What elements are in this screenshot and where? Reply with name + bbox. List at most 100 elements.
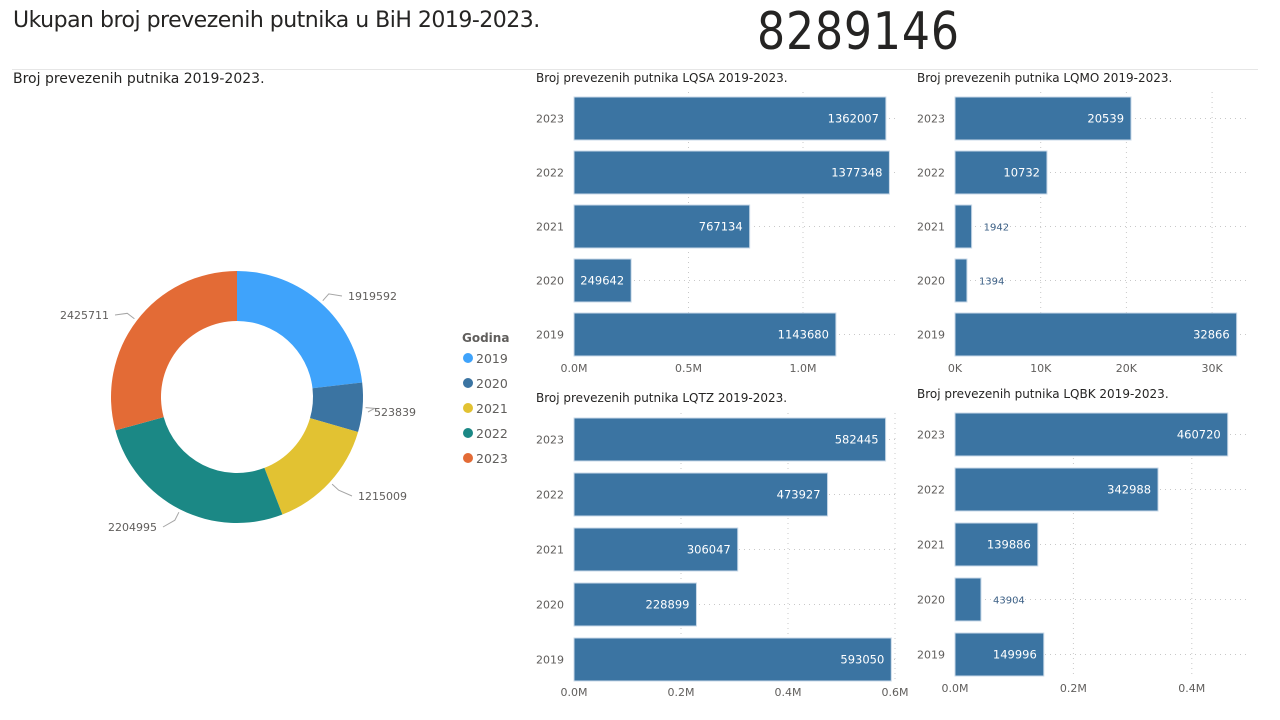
donut-chart: 1919592 523839 1215009 2204995 2425711 Godina… — [60, 271, 509, 534]
y-category-label: 2020 — [536, 599, 564, 612]
bar-data-label: 593050 — [840, 653, 884, 667]
bar-2022[interactable] — [954, 150, 1048, 195]
bar-2019[interactable] — [954, 312, 1238, 357]
donut-leader-line — [331, 483, 353, 497]
y-category-label: 2020 — [917, 275, 945, 288]
x-tick-label: 0.0M — [561, 362, 588, 375]
bar-data-label: 10732 — [1003, 166, 1040, 180]
donut-slice-2023[interactable] — [111, 271, 237, 431]
bar-data-label: 1377348 — [831, 166, 882, 180]
bar-2023[interactable] — [573, 417, 887, 462]
bar-2022[interactable] — [573, 150, 890, 195]
donut-data-label: 1919592 — [348, 290, 397, 303]
legend-item-2021[interactable]: 2021 — [476, 401, 508, 416]
legend-item-2019[interactable]: 2019 — [476, 351, 508, 366]
x-tick-label: 0.0M — [942, 682, 969, 695]
bar-data-label: 1362007 — [828, 112, 879, 126]
donut-slice-2022[interactable] — [115, 417, 283, 523]
bar-data-label: 43904 — [993, 596, 1025, 607]
bar-data-label: 139886 — [987, 538, 1031, 552]
bar-2023[interactable] — [954, 96, 1132, 141]
y-category-label: 2023 — [917, 429, 945, 442]
legend-marker-2020 — [463, 378, 473, 388]
legend-marker-2023 — [463, 453, 473, 463]
donut-slice-2021[interactable] — [264, 418, 359, 515]
donut-slice-2020[interactable] — [310, 382, 363, 432]
y-category-label: 2020 — [536, 275, 564, 288]
bar-2022[interactable] — [954, 467, 1159, 512]
bar-2023[interactable] — [954, 412, 1229, 457]
legend-item-2022[interactable]: 2022 — [476, 426, 508, 441]
bar-data-label: 306047 — [687, 543, 731, 557]
bar-2019[interactable] — [954, 632, 1045, 677]
y-category-label: 2022 — [917, 484, 945, 497]
bar-2020[interactable] — [573, 258, 632, 303]
bar-2023[interactable] — [573, 96, 887, 141]
y-category-label: 2022 — [536, 167, 564, 180]
x-tick-label: 0.2M — [1060, 682, 1087, 695]
bar-data-label: 249642 — [580, 274, 624, 288]
x-tick-label: 0.0M — [561, 686, 588, 699]
legend-item-2020[interactable]: 2020 — [476, 376, 508, 391]
y-category-label: 2020 — [917, 594, 945, 607]
y-category-label: 2019 — [536, 654, 564, 667]
donut-leader-line — [365, 407, 377, 413]
kpi-total-passengers: 8289146 — [757, 2, 960, 62]
y-category-label: 2023 — [536, 113, 564, 126]
lqtz-bar-chart: 0.0M 0.2M 0.4M 0.6M 2023 582445 2022 473927 2021… — [536, 413, 909, 699]
donut-leader-line — [322, 293, 343, 301]
lqmo-chart-title: Broj prevezenih putnika LQMO 2019-2023. — [917, 71, 1173, 85]
bar-data-label: 32866 — [1193, 328, 1230, 342]
bar-data-label: 228899 — [646, 598, 690, 612]
lqsa-chart-title: Broj prevezenih putnika LQSA 2019-2023. — [536, 71, 788, 85]
bar-2020[interactable] — [954, 258, 968, 303]
bar-data-label: 1394 — [979, 277, 1004, 288]
y-category-label: 2021 — [917, 221, 945, 234]
x-tick-label: 0.5M — [675, 362, 702, 375]
bar-2020[interactable] — [573, 582, 697, 627]
header-divider — [12, 69, 1258, 70]
lqbk-bar-chart: 0.0M 0.2M 0.4M 2023 460720 2022 342988 2021 1398… — [917, 410, 1250, 695]
bar-data-label: 1942 — [984, 223, 1009, 234]
y-category-label: 2023 — [536, 434, 564, 447]
bar-2019[interactable] — [573, 312, 837, 357]
bar-data-label: 342988 — [1107, 483, 1151, 497]
donut-leader-line — [162, 511, 180, 528]
x-tick-label: 0.2M — [668, 686, 695, 699]
legend-title: Godina — [462, 331, 509, 345]
legend-marker-2019 — [463, 353, 473, 363]
bar-2021[interactable] — [954, 204, 973, 249]
y-category-label: 2019 — [917, 329, 945, 342]
legend-marker-2021 — [463, 403, 473, 413]
donut-data-label: 1215009 — [358, 490, 407, 503]
y-category-label: 2022 — [917, 167, 945, 180]
bar-2021[interactable] — [954, 522, 1039, 567]
x-tick-label: 20K — [1116, 362, 1138, 375]
y-category-label: 2021 — [536, 221, 564, 234]
y-category-label: 2019 — [536, 329, 564, 342]
donut-slice-2019[interactable] — [237, 271, 363, 389]
bar-2021[interactable] — [573, 204, 751, 249]
bar-data-label: 20539 — [1087, 112, 1124, 126]
bar-2021[interactable] — [573, 527, 739, 572]
bar-2019[interactable] — [573, 637, 892, 682]
lqsa-bar-chart: 0.0M 0.5M 1.0M 2023 1362007 2022 1377348 2021 76… — [536, 92, 897, 375]
x-tick-label: 0.4M — [775, 686, 802, 699]
x-tick-label: 0.6M — [882, 686, 909, 699]
bar-data-label: 460720 — [1177, 428, 1221, 442]
donut-data-label: 2425711 — [60, 309, 109, 322]
legend-item-2023[interactable]: 2023 — [476, 451, 508, 466]
bar-2022[interactable] — [573, 472, 829, 517]
donut-leader-line — [114, 312, 135, 320]
bar-2020[interactable] — [954, 577, 982, 622]
x-tick-label: 0.4M — [1178, 682, 1205, 695]
y-category-label: 2019 — [917, 649, 945, 662]
x-tick-label: 30K — [1201, 362, 1223, 375]
bar-data-label: 149996 — [993, 648, 1037, 662]
bar-data-label: 582445 — [835, 433, 879, 447]
legend-marker-2022 — [463, 428, 473, 438]
lqmo-bar-chart: 0K 10K 20K 30K 2023 20539 2022 10732 2021 1942 202… — [917, 92, 1250, 375]
page-title: Ukupan broj prevezenih putnika u BiH 201… — [13, 8, 540, 33]
lqbk-chart-title: Broj prevezenih putnika LQBK 2019-2023. — [917, 387, 1169, 401]
donut-data-label: 523839 — [374, 406, 416, 419]
